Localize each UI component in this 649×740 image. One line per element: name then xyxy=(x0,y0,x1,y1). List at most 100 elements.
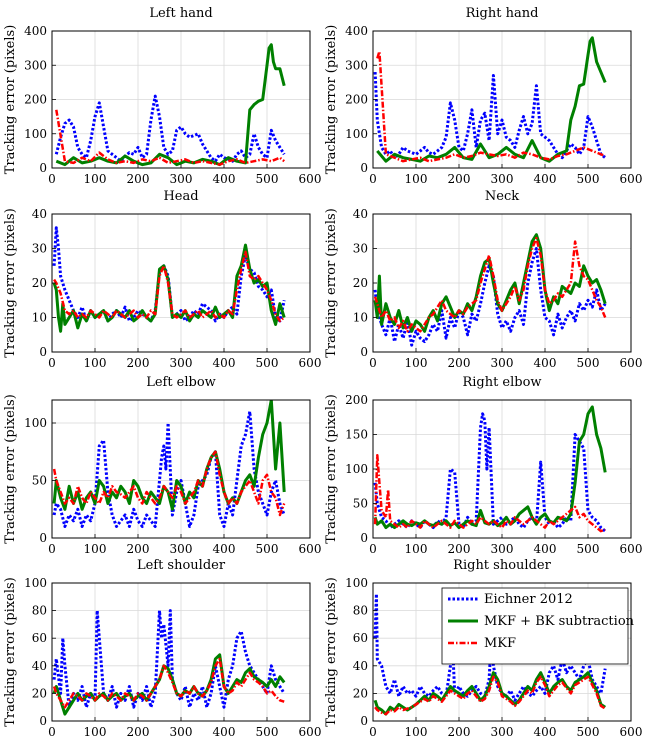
legend-box xyxy=(441,587,629,665)
x-tick-label: 200 xyxy=(448,542,471,556)
x-tick-label: 200 xyxy=(127,356,150,370)
y-tick-label: 20 xyxy=(32,686,47,700)
y-tick-label: 20 xyxy=(353,276,368,290)
x-tick-label: 0 xyxy=(48,172,56,186)
y-tick-label: 100 xyxy=(345,462,368,476)
x-tick-label: 400 xyxy=(213,356,236,370)
y-tick-label: 200 xyxy=(24,93,47,107)
y-tick-label: 400 xyxy=(24,24,47,38)
y-tick-label: 0 xyxy=(39,714,47,728)
y-tick-label: 20 xyxy=(32,276,47,290)
y-axis-label: Tracking error (pixels) xyxy=(3,394,18,544)
y-axis-label: Tracking error (pixels) xyxy=(324,25,339,175)
x-tick-label: 600 xyxy=(299,356,322,370)
x-tick-label: 600 xyxy=(620,542,643,556)
panel-right-elbow: 0 100 200 300 400 500 600 0 50 100 150 200 Right elb… xyxy=(324,375,642,556)
x-tick-label: 200 xyxy=(448,725,471,739)
panel-title: Right elbow xyxy=(462,375,541,390)
series-line-mkf xyxy=(374,675,606,716)
panel-title: Neck xyxy=(485,189,519,204)
y-tick-label: 40 xyxy=(32,207,47,221)
panel-left-elbow: 0 100 200 300 400 500 600 0 50 100 Left elbow Track… xyxy=(3,375,321,556)
x-tick-label: 600 xyxy=(620,725,643,739)
y-tick-label: 100 xyxy=(345,127,368,141)
x-tick-label: 0 xyxy=(369,725,377,739)
x-tick-label: 600 xyxy=(620,356,643,370)
x-tick-label: 100 xyxy=(405,172,428,186)
panel-title: Left shoulder xyxy=(137,558,226,573)
y-tick-label: 100 xyxy=(345,576,368,590)
y-tick-label: 0 xyxy=(39,345,47,359)
y-tick-label: 100 xyxy=(24,416,47,430)
x-tick-label: 500 xyxy=(577,725,600,739)
panel-left-hand: 0 100 200 300 400 500 600 0 100 200 300 400 Left han… xyxy=(3,6,321,186)
series-line-mkf-bk-subtraction xyxy=(52,653,286,716)
series-line-eichner-2012 xyxy=(52,410,286,528)
x-tick-label: 0 xyxy=(369,356,377,370)
x-tick-label: 400 xyxy=(534,542,557,556)
series-line-mkf-bk-subtraction xyxy=(52,243,286,333)
x-tick-label: 200 xyxy=(127,542,150,556)
legend-label: MKF xyxy=(484,636,516,651)
y-axis-label: Tracking error (pixels) xyxy=(3,25,18,175)
y-tick-label: 30 xyxy=(353,242,368,256)
y-tick-label: 40 xyxy=(32,659,47,673)
x-tick-label: 300 xyxy=(491,356,514,370)
y-tick-label: 30 xyxy=(32,242,47,256)
y-axis-label: Tracking error (pixels) xyxy=(324,208,339,358)
y-tick-label: 60 xyxy=(32,631,47,645)
panel-left-shoulder: 0 100 200 300 400 500 600 0 20 40 60 80 100 Left shou… xyxy=(3,558,321,739)
x-tick-label: 400 xyxy=(534,725,557,739)
y-tick-label: 50 xyxy=(32,474,47,488)
y-tick-label: 80 xyxy=(32,604,47,618)
y-tick-label: 20 xyxy=(353,686,368,700)
legend-label: Eichner 2012 xyxy=(484,592,573,607)
x-tick-label: 300 xyxy=(170,542,193,556)
y-tick-label: 100 xyxy=(24,127,47,141)
y-tick-label: 10 xyxy=(32,311,47,325)
x-tick-label: 300 xyxy=(170,725,193,739)
panel-title: Right hand xyxy=(466,6,539,21)
y-tick-label: 300 xyxy=(345,58,368,72)
panel-neck: 0 100 200 300 400 500 600 0 10 20 30 40 Neck Tracking… xyxy=(324,189,642,370)
panel-head: 0 100 200 300 400 500 600 0 10 20 30 40 Head Tracking… xyxy=(3,189,321,370)
panel-title: Left elbow xyxy=(146,375,216,390)
series-line-eichner-2012 xyxy=(52,609,286,709)
y-axis-label: Tracking error (pixels) xyxy=(3,577,18,727)
x-tick-label: 400 xyxy=(213,542,236,556)
y-tick-label: 40 xyxy=(353,207,368,221)
series-line-mkf xyxy=(52,450,286,517)
x-tick-label: 100 xyxy=(405,725,428,739)
x-tick-label: 0 xyxy=(48,725,56,739)
x-tick-label: 100 xyxy=(405,356,428,370)
x-tick-label: 200 xyxy=(448,356,471,370)
x-tick-label: 100 xyxy=(84,542,107,556)
series-line-mkf xyxy=(373,453,606,533)
x-tick-label: 500 xyxy=(256,725,279,739)
x-tick-label: 0 xyxy=(48,356,56,370)
series-line-mkf xyxy=(53,250,285,323)
y-tick-label: 300 xyxy=(24,58,47,72)
y-tick-label: 0 xyxy=(39,531,47,545)
series-line-eichner-2012 xyxy=(373,72,607,160)
x-tick-label: 300 xyxy=(491,172,514,186)
x-tick-label: 600 xyxy=(299,172,322,186)
x-tick-label: 500 xyxy=(577,172,600,186)
y-tick-label: 80 xyxy=(353,604,368,618)
x-tick-label: 0 xyxy=(369,542,377,556)
x-tick-label: 400 xyxy=(213,725,236,739)
x-tick-label: 200 xyxy=(127,172,150,186)
x-tick-label: 300 xyxy=(170,356,193,370)
x-tick-label: 100 xyxy=(84,172,107,186)
x-tick-label: 500 xyxy=(256,356,279,370)
y-tick-label: 50 xyxy=(353,497,368,511)
y-axis-label: Tracking error (pixels) xyxy=(324,577,339,727)
x-tick-label: 600 xyxy=(299,542,322,556)
legend: Eichner 2012 MKF + BK subtraction MKF xyxy=(441,587,635,665)
x-tick-label: 100 xyxy=(84,725,107,739)
x-tick-label: 400 xyxy=(213,172,236,186)
x-tick-label: 400 xyxy=(534,172,557,186)
x-tick-label: 200 xyxy=(127,725,150,739)
series-line-eichner-2012 xyxy=(54,94,286,163)
